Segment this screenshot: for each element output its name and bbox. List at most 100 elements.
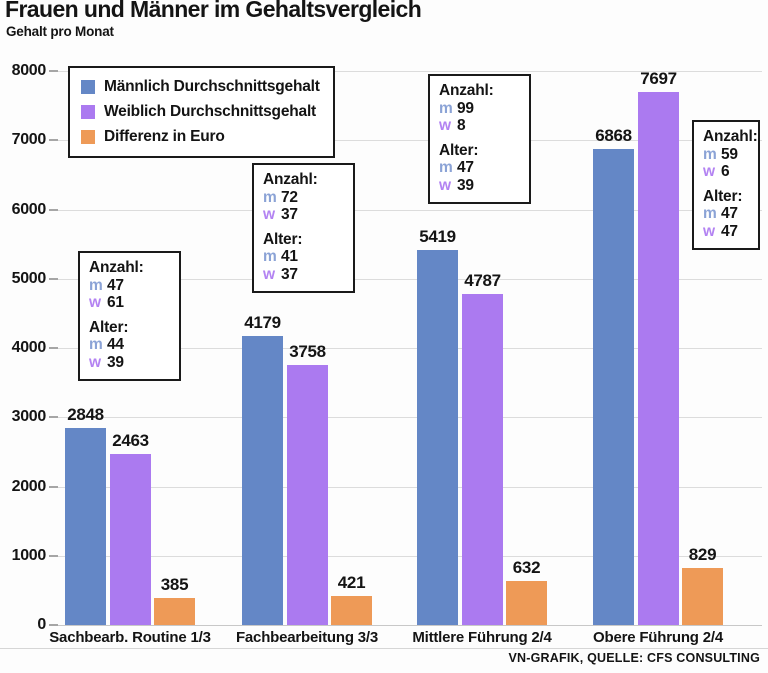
annotation-anzahl-header: Anzahl:: [703, 128, 758, 145]
bar-male-2: [242, 335, 283, 625]
annotation-alter-female: w 47: [703, 223, 749, 241]
gridline-6000: [55, 209, 762, 211]
gridline-5000: [55, 278, 762, 280]
annotation-anzahl-male: m 99: [439, 100, 520, 118]
y-axis-tick: [49, 277, 58, 280]
y-axis-label: 4000: [11, 339, 47, 356]
gender-value: 47: [721, 205, 738, 222]
gender-key: m: [89, 336, 103, 353]
annotation-alter-male: m 44: [89, 336, 170, 354]
gender-value: 39: [107, 353, 124, 371]
y-axis-label: 3000: [11, 408, 47, 426]
bar-female-1: [110, 454, 151, 625]
bar-value-label: 2848: [67, 404, 104, 424]
gender-value: 47: [107, 276, 124, 294]
bar-female-4: [638, 91, 679, 625]
y-axis-tick: [49, 485, 58, 488]
gender-value: 6: [721, 163, 730, 180]
annotation-box-1: Anzahl: m 47 w 61 Alter: m 44 w 39: [78, 251, 181, 381]
bar-male-3: [417, 249, 458, 625]
gender-value: 8: [457, 117, 466, 134]
bar-diff-2: [331, 595, 372, 625]
annotation-alter-header: Alter:: [89, 318, 129, 336]
annotation-box-3: Anzahl: m 99 w 8 Alter: m 47 w 39: [428, 74, 531, 204]
annotation-alter-female: w 39: [439, 177, 520, 195]
gender-value: 47: [721, 222, 738, 240]
gender-key: w: [703, 163, 715, 180]
x-axis-category-label: Fachbearbeitung 3/3: [235, 629, 379, 646]
x-axis-category-label: Mittlere Führung 2/4: [412, 629, 552, 646]
gender-value: 72: [281, 188, 298, 206]
gender-key: w: [263, 206, 275, 223]
x-axis-category-label: Obere Führung 2/4: [593, 629, 723, 646]
bar-male-1: [65, 427, 106, 625]
y-axis-tick: [49, 70, 58, 72]
y-axis-tick: [49, 139, 58, 142]
bar-male-4: [593, 149, 634, 625]
gridline-7000: [55, 140, 762, 142]
annotation-anzahl-header: Anzahl:: [89, 259, 144, 276]
gender-key: m: [439, 159, 453, 176]
annotation-anzahl-header: Anzahl:: [263, 171, 318, 188]
legend-label: Weiblich Durchschnittsgehalt: [104, 103, 317, 120]
annotation-alter-male: m 47: [439, 159, 520, 177]
gender-value: 44: [107, 336, 124, 353]
gender-key: m: [263, 188, 277, 206]
x-axis-category-label: Sachbearb. Routine 1/3: [49, 629, 211, 646]
annotation-alter-header: Alter:: [703, 187, 743, 205]
source-credit: VN-GRAFIK, QUELLE: CFS CONSULTING: [508, 651, 760, 665]
bar-female-2: [287, 364, 328, 625]
bar-female-3: [462, 293, 503, 625]
annotation-box-4: Anzahl: m 59 w 6 Alter: m 47 w 47: [692, 120, 760, 250]
bar-value-label: 829: [688, 544, 717, 564]
legend-label: Männlich Durchschnittsgehalt: [104, 78, 320, 95]
gender-value: 37: [281, 206, 298, 223]
bar-value-label: 4179: [244, 312, 281, 332]
chart-subtitle: Gehalt pro Monat: [6, 24, 114, 39]
y-axis-tick: [49, 624, 58, 626]
y-axis-tick: [49, 347, 58, 349]
annotation-alter-female: w 37: [263, 266, 344, 284]
legend-item-male: Männlich Durchschnittsgehalt: [81, 78, 320, 96]
y-axis-tick: [49, 554, 58, 557]
legend-label: Differenz in Euro: [104, 128, 225, 145]
y-axis-label: 0: [37, 616, 46, 633]
annotation-alter-male: m 47: [703, 205, 749, 223]
gender-key: m: [439, 99, 453, 117]
annotation-alter-male: m 41: [263, 248, 344, 266]
y-axis-label: 1000: [11, 546, 47, 564]
gender-key: w: [439, 176, 451, 194]
gridline-1000: [55, 555, 762, 557]
bar-diff-4: [682, 567, 723, 625]
gender-key: m: [703, 205, 717, 222]
bar-value-label: 632: [512, 558, 541, 578]
annotation-anzahl-male: m 72: [263, 189, 344, 207]
gridline-8000: [55, 71, 762, 72]
annotation-alter-header: Alter:: [263, 230, 303, 248]
annotation-anzahl-header: Anzahl:: [439, 82, 494, 99]
gender-value: 99: [457, 99, 474, 117]
bar-value-label: 421: [337, 572, 366, 592]
gender-value: 37: [281, 265, 298, 283]
gender-value: 39: [457, 176, 474, 194]
gridline-3000: [55, 417, 762, 419]
gridline-0: [55, 625, 762, 626]
annotation-anzahl-male: m 59: [703, 146, 749, 164]
gender-key: m: [703, 145, 717, 163]
chart-title: Frauen und Männer im Gehaltsvergleich: [5, 0, 422, 22]
legend-swatch-icon: [81, 80, 95, 94]
y-axis-label: 8000: [11, 62, 47, 79]
bar-value-label: 4787: [464, 270, 501, 290]
chart-legend: Männlich Durchschnittsgehalt Weiblich Dur…: [68, 66, 335, 158]
gender-key: w: [263, 265, 275, 283]
legend-swatch-icon: [81, 130, 95, 144]
bar-diff-1: [154, 598, 195, 625]
gridline-4000: [55, 348, 762, 349]
bar-value-label: 5419: [419, 226, 456, 246]
y-axis-label: 6000: [11, 200, 47, 218]
gender-value: 41: [281, 248, 298, 265]
gender-key: m: [263, 248, 277, 265]
bar-value-label: 385: [160, 575, 189, 595]
